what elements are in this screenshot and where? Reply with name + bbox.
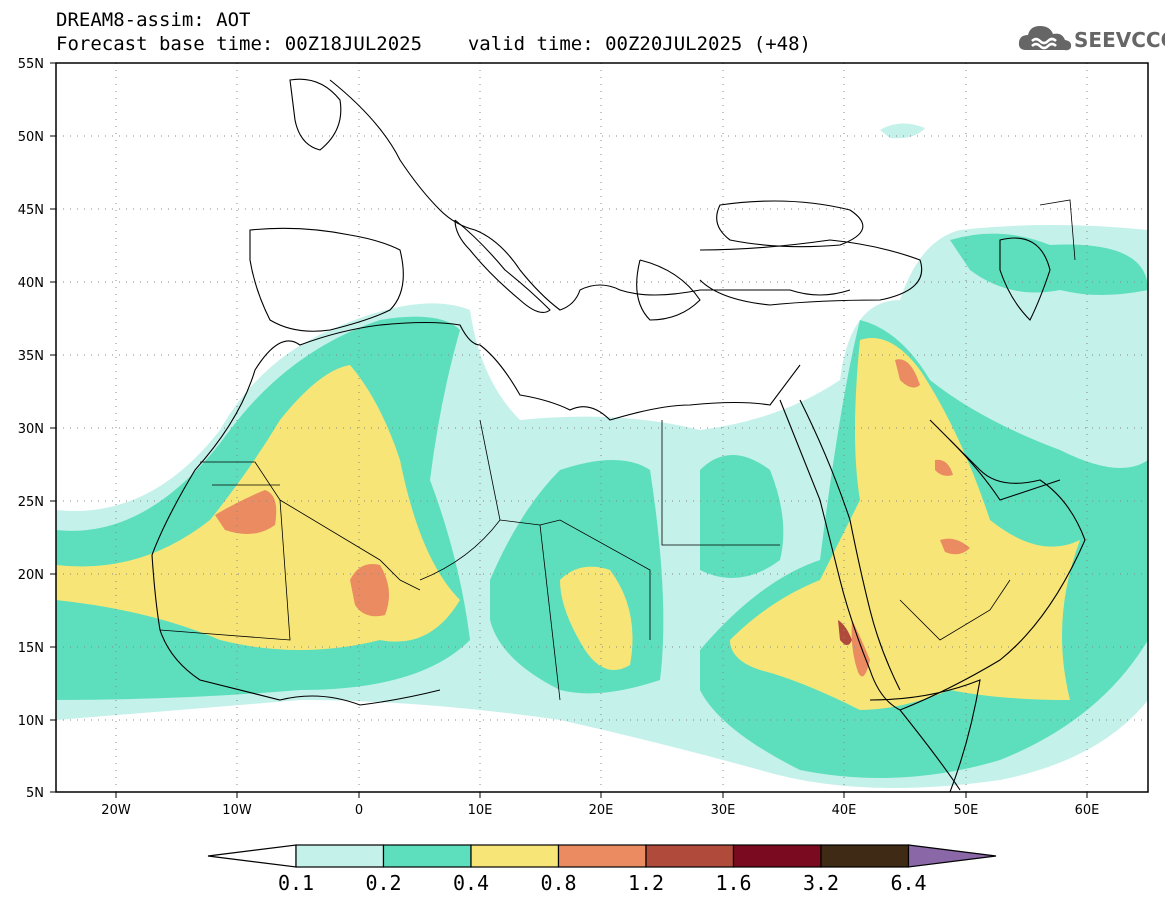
colorbar-bin — [820, 844, 910, 868]
colorbar-label: 0.4 — [453, 871, 489, 895]
lat-label: 25N — [18, 495, 44, 510]
time-line: Forecast base time: 00Z18JUL2025 valid t… — [56, 34, 811, 54]
base-time: Forecast base time: 00Z18JUL2025 — [56, 33, 423, 55]
colorbar-labels: 0.1 0.2 0.4 0.8 1.2 1.6 3.2 6.4 — [278, 871, 927, 895]
lat-label: 50N — [18, 130, 44, 145]
colorbar — [207, 844, 997, 868]
grid-lines — [56, 63, 1148, 792]
lat-label: 55N — [18, 57, 44, 72]
colorbar-label: 1.2 — [628, 871, 664, 895]
colorbar-bin — [557, 844, 647, 868]
country-borders — [159, 199, 1076, 701]
lon-label: 20E — [589, 803, 614, 818]
colorbar-label: 3.2 — [803, 871, 839, 895]
cloud-logo-icon — [1018, 26, 1072, 51]
colorbar-bin — [645, 844, 735, 868]
lon-label: 60E — [1075, 803, 1100, 818]
seevccc-logo: SEEVCCC — [1018, 22, 1165, 58]
logo-text: SEEVCCC — [1074, 28, 1165, 52]
coastlines — [151, 78, 1086, 792]
lat-label: 15N — [18, 641, 44, 656]
colorbar-label: 0.1 — [278, 871, 314, 895]
lon-label: 10E — [468, 803, 493, 818]
lat-labels: 55N 50N 45N 40N 35N 30N 25N 20N 15N 10N … — [18, 57, 44, 801]
colorbar-upper-arrow — [907, 844, 997, 868]
lon-label: 0 — [355, 803, 363, 818]
colorbar-lower-arrow — [207, 844, 297, 868]
lat-label: 35N — [18, 349, 44, 364]
lat-label: 40N — [18, 276, 44, 291]
lon-label: 50E — [954, 803, 979, 818]
colorbar-label: 6.4 — [890, 871, 926, 895]
lon-label: 10W — [222, 803, 252, 818]
colorbar-bin — [295, 844, 385, 868]
colorbar-bin — [470, 844, 560, 868]
lon-label: 30E — [711, 803, 736, 818]
lon-label: 40E — [832, 803, 857, 818]
tick-marks — [50, 62, 1088, 798]
lon-label: 20W — [101, 803, 131, 818]
colorbar-bin — [732, 844, 822, 868]
lat-label: 30N — [18, 422, 44, 437]
model-title: DREAM8-assim: AOT — [56, 9, 251, 31]
lat-label: 20N — [18, 568, 44, 583]
aot-shading — [56, 123, 1148, 788]
colorbar-label: 0.2 — [365, 871, 401, 895]
colorbar-label: 0.8 — [540, 871, 576, 895]
colorbar-label: 1.6 — [715, 871, 751, 895]
aot-level-1.2 — [838, 620, 852, 645]
lat-label: 45N — [18, 203, 44, 218]
colorbar-bin — [382, 844, 472, 868]
lat-label: 10N — [18, 714, 44, 729]
valid-time: valid time: 00Z20JUL2025 (+48) — [467, 33, 811, 55]
lat-label: 5N — [26, 786, 44, 801]
lon-labels: 20W 10W 0 10E 20E 30E 40E 50E 60E — [101, 803, 1099, 818]
